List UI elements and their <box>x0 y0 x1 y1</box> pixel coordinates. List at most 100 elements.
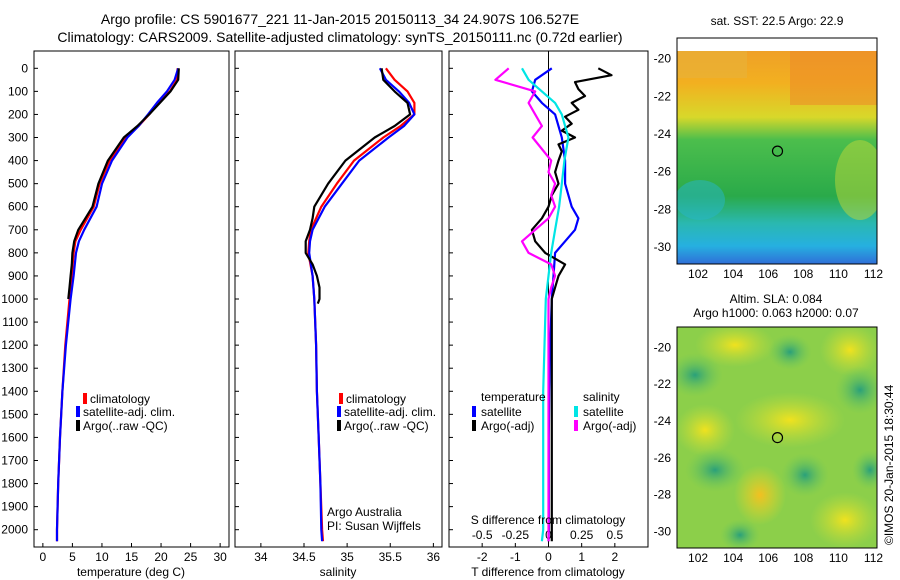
figure-title: Argo profile: CS 5901677_221 11-Jan-2015… <box>101 11 579 27</box>
sla-high-patch <box>820 327 877 376</box>
sla-map-subtitle: Argo h1000: 0.063 h2000: 0.07 <box>693 306 859 320</box>
map-y-tick-label: -30 <box>654 240 672 254</box>
map-y-tick-label: -22 <box>654 377 672 391</box>
y-tick-label: 300 <box>8 131 28 145</box>
imos-timestamp: ©IMOS 20-Jan-2015 18:30:44 <box>882 384 896 545</box>
float-owner-label: Argo Australia <box>327 505 402 519</box>
legend-swatch-argo <box>76 420 80 431</box>
pi-label: PI: Susan Wijffels <box>327 519 421 533</box>
y-tick-label: 600 <box>8 200 28 214</box>
x-tick-label-top: 0.5 <box>606 528 623 542</box>
sla-low-patch <box>720 519 760 548</box>
lines-layer <box>55 67 613 542</box>
y-tick-label: 100 <box>8 84 28 98</box>
y-tick-label: 500 <box>8 177 28 191</box>
difference-line-2 <box>521 67 570 542</box>
sla-high-patch <box>695 327 775 367</box>
x-tick-label: 1 <box>578 550 585 564</box>
sst-cool-patch <box>677 180 725 220</box>
legend-swatch-argo-t <box>472 420 476 431</box>
difference-line-3 <box>494 67 557 542</box>
x-tick-label: 34 <box>254 550 268 564</box>
x-tick-label: 2 <box>611 550 618 564</box>
legend-swatch-satellite <box>76 406 80 417</box>
sla-low-patch <box>781 453 829 497</box>
legend-swatch-argo-s <box>574 420 578 431</box>
x-tick-label-top: -0.25 <box>502 528 530 542</box>
x-tick-label: 0 <box>545 550 552 564</box>
legend-swatch-satellite-t <box>472 406 476 417</box>
legend-label: Argo(-adj) <box>583 419 636 433</box>
map-x-tick-label: 102 <box>688 551 708 565</box>
y-tick-label: 1900 <box>1 500 28 514</box>
map-y-tick-label: -20 <box>654 52 672 66</box>
map-x-tick-label: 110 <box>829 551 848 565</box>
legend-label: Argo(-adj) <box>481 419 534 433</box>
map-x-tick-label: 106 <box>758 267 778 281</box>
temperature-line-1 <box>55 67 180 542</box>
y-tick-label: 1700 <box>1 453 28 467</box>
map-y-tick-label: -24 <box>654 414 672 428</box>
salinity-line-2 <box>304 68 412 304</box>
y-tick-label: 2000 <box>1 523 28 537</box>
x-tick-label-top: 0.25 <box>570 528 594 542</box>
y-tick-label: 900 <box>8 269 28 283</box>
x-tick-label: 36 <box>427 550 441 564</box>
y-tick-label: 1200 <box>1 338 28 352</box>
map-x-tick-label: 110 <box>829 267 848 281</box>
y-tick-label: 1100 <box>2 315 28 329</box>
sst-map-frame <box>676 37 878 265</box>
sst-yellow-patch <box>835 140 877 220</box>
y-tick-label: 1300 <box>1 361 28 375</box>
sla-map-frame <box>676 326 878 549</box>
y-tick-label: 1400 <box>1 384 28 398</box>
x-tick-label: 35.5 <box>379 550 403 564</box>
map-x-tick-label: 108 <box>793 551 813 565</box>
legend-swatch-climatology <box>339 393 343 404</box>
map-y-tick-label: -28 <box>654 202 672 216</box>
map-x-tick-label: 102 <box>688 267 708 281</box>
x-tick-label: 25 <box>184 550 198 564</box>
sla-high-patch <box>735 392 845 448</box>
temperature-xlabel: temperature (deg C) <box>77 565 185 579</box>
legend-swatch-satellite-s <box>574 406 578 417</box>
map-y-tick-label: -30 <box>654 524 672 538</box>
sst-map-title: sat. SST: 22.5 Argo: 22.9 <box>711 14 844 28</box>
x-tick-label: -2 <box>477 550 488 564</box>
legend-label: climatology <box>346 392 406 406</box>
map-y-tick-label: -24 <box>654 127 672 141</box>
map-y-tick-label: -26 <box>654 451 672 465</box>
temperature-legend: climatology satellite-adj. clim. Argo(..… <box>76 392 175 433</box>
x-tick-label-top: -0.5 <box>472 528 493 542</box>
x-tick-label: -1 <box>510 550 521 564</box>
x-tick-label: 35 <box>340 550 354 564</box>
sla-map-title: Altim. SLA: 0.084 <box>730 292 823 306</box>
map-x-tick-label: 112 <box>864 267 883 281</box>
map-x-tick-label: 106 <box>758 551 778 565</box>
y-tick-label: 1800 <box>1 477 28 491</box>
y-tick-label: 1000 <box>1 292 28 306</box>
salinity-xlabel: salinity <box>320 565 357 579</box>
y-tick-label: 1600 <box>1 430 28 444</box>
map-x-tick-label: 112 <box>864 551 883 565</box>
argo-position-marker <box>771 145 784 157</box>
legend-label: Argo(..raw -QC) <box>344 419 429 433</box>
legend-swatch-satellite <box>337 406 341 417</box>
sla-low-patch <box>685 448 745 492</box>
x-tick-label: 0 <box>40 550 47 564</box>
legend-title-salinity: salinity <box>583 390 620 404</box>
y-tick-label: 800 <box>8 246 28 260</box>
map-y-tick-label: -20 <box>654 340 672 354</box>
argo-position-marker <box>771 432 784 444</box>
legend-label: satellite-adj. clim. <box>83 405 175 419</box>
sla-high-patch <box>677 404 735 456</box>
y-tick-label: 200 <box>8 107 28 121</box>
temperature-line-2 <box>67 68 180 300</box>
map-y-tick-label: -28 <box>654 488 672 502</box>
legend-label: satellite <box>481 405 522 419</box>
salinity-panel <box>234 50 443 548</box>
legend-swatch-climatology <box>83 393 87 404</box>
tdiff-xlabel: T difference from climatology <box>471 565 625 579</box>
sst-warm-patch <box>790 51 877 105</box>
